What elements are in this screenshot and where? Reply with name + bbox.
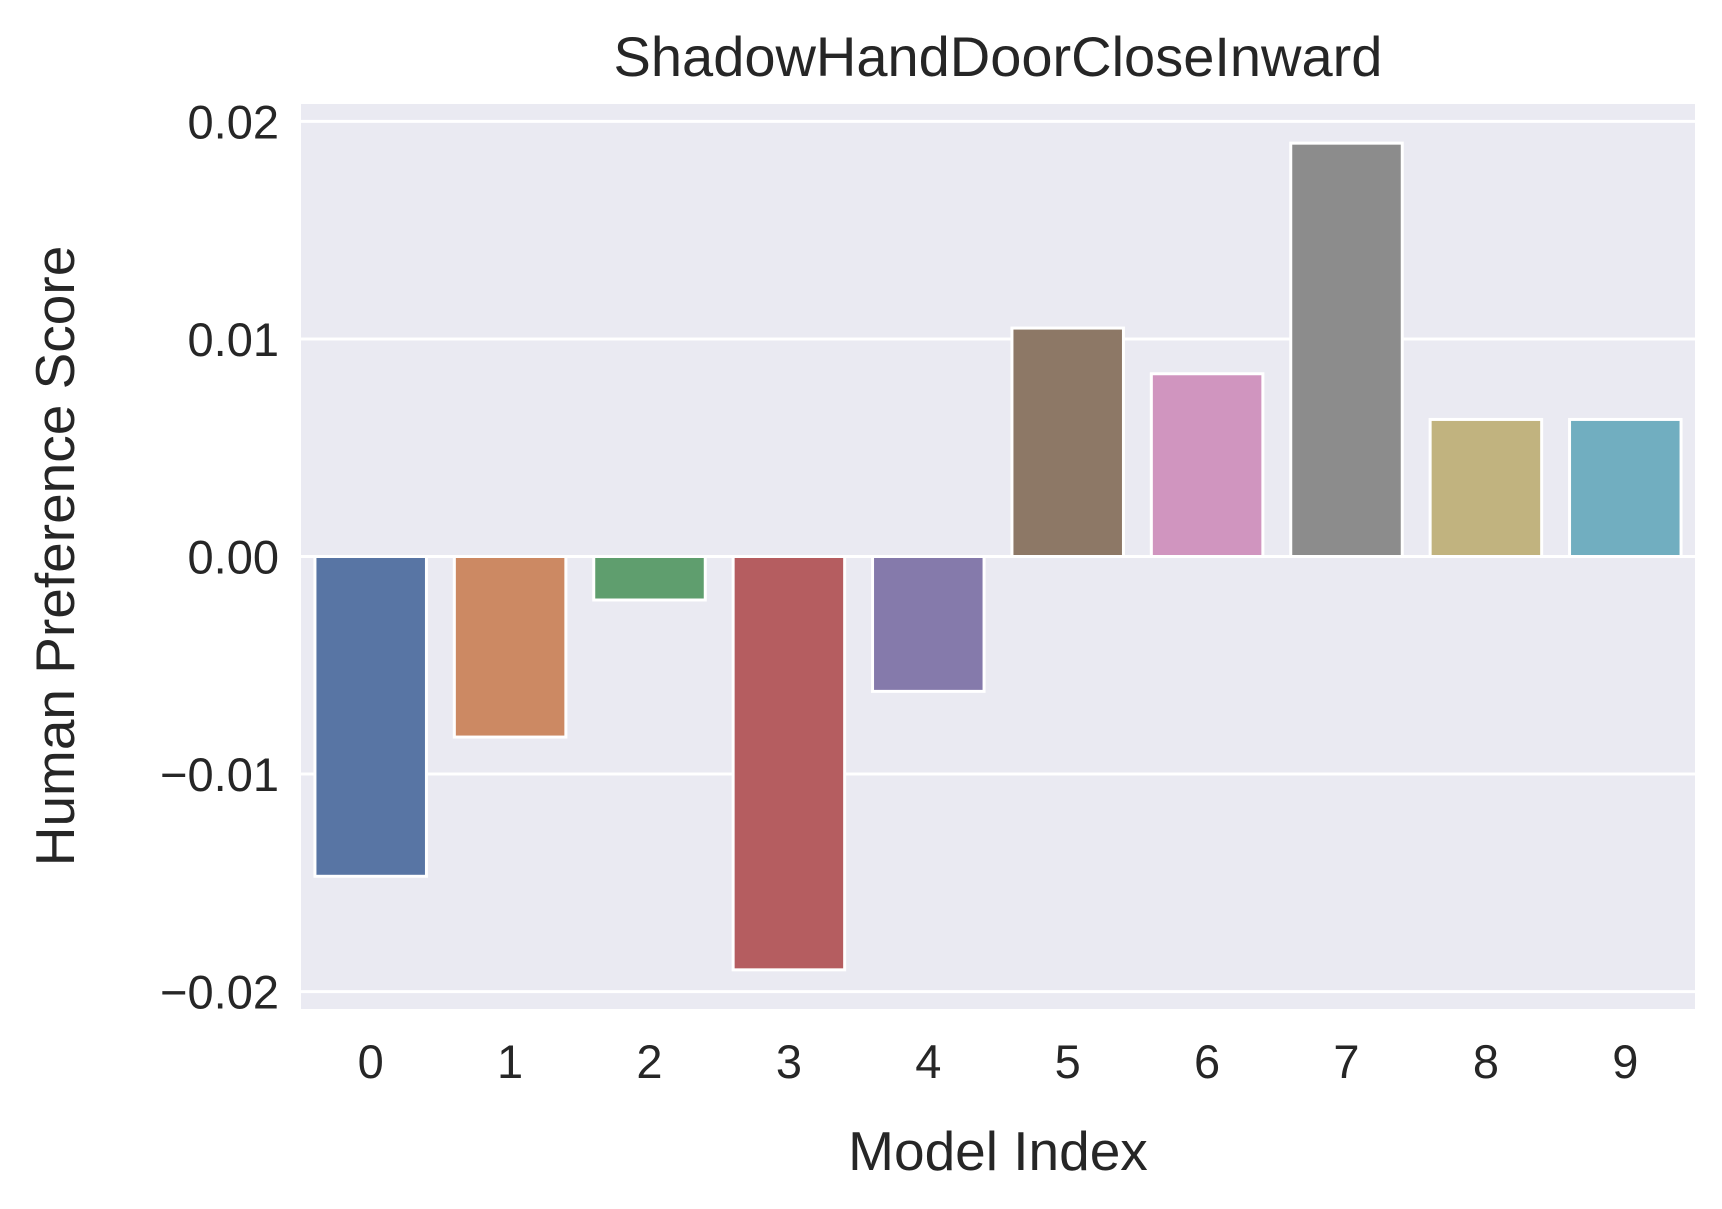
x-tick-label: 9 (1612, 1035, 1638, 1088)
x-axis-label: Model Index (848, 1120, 1148, 1182)
chart-title: ShadowHandDoorCloseInward (614, 25, 1383, 88)
x-tick-label: 3 (776, 1035, 802, 1088)
bar-model-1 (452, 555, 568, 739)
bar-model-2 (592, 555, 707, 602)
x-tick-label: 1 (497, 1035, 523, 1088)
bar-model-7 (1289, 141, 1404, 558)
y-axis-label: Human Preference Score (24, 246, 86, 867)
x-axis-ticks: 0 1 2 3 4 5 6 7 8 9 (358, 1035, 1639, 1088)
bars (313, 141, 1683, 972)
x-tick-label: 2 (636, 1035, 662, 1088)
bar-model-6 (1149, 372, 1265, 558)
bar-model-3 (731, 555, 847, 972)
x-tick-label: 5 (1055, 1035, 1081, 1088)
y-axis-ticks: −0.02 −0.01 0.00 0.01 0.02 (160, 95, 279, 1018)
y-tick-label: −0.01 (160, 748, 279, 801)
y-tick-label: 0.00 (188, 531, 279, 584)
bar-model-8 (1428, 417, 1544, 558)
y-tick-label: −0.02 (160, 966, 279, 1019)
x-tick-label: 6 (1194, 1035, 1220, 1088)
bar-model-9 (1568, 417, 1683, 558)
x-tick-label: 0 (358, 1035, 384, 1088)
x-tick-label: 8 (1473, 1035, 1499, 1088)
x-tick-label: 7 (1333, 1035, 1359, 1088)
x-tick-label: 4 (915, 1035, 941, 1088)
y-tick-label: 0.01 (188, 313, 279, 366)
bar-model-0 (313, 555, 428, 878)
bar-model-4 (871, 555, 986, 693)
bar-model-5 (1010, 326, 1125, 558)
y-tick-label: 0.02 (188, 95, 279, 148)
